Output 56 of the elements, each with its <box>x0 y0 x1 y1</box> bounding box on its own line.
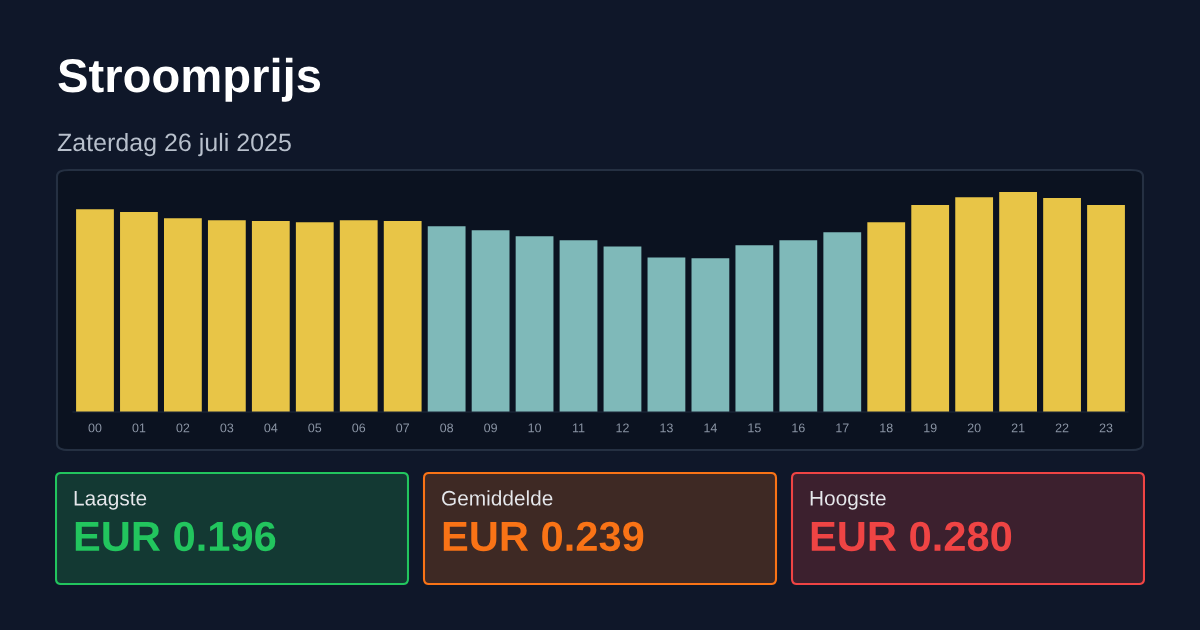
text: EUR 0.196 <box>75 521 276 552</box>
bar <box>76 209 114 412</box>
x-tick-label: 03 <box>220 423 234 433</box>
bar <box>120 212 158 412</box>
text: Laagste <box>74 491 147 510</box>
x-tick-label: 21 <box>1011 423 1025 433</box>
bar <box>515 236 554 412</box>
x-tick-label: 01 <box>132 423 146 433</box>
bar <box>823 232 862 412</box>
x-tick-label: 15 <box>748 423 761 433</box>
x-tick-label: 22 <box>1055 423 1069 433</box>
x-tick-label: 11 <box>572 423 585 433</box>
bar <box>1043 198 1081 412</box>
x-tick-label: 20 <box>967 423 981 433</box>
x-tick-label: 18 <box>880 423 893 433</box>
x-tick-label: 23 <box>1099 423 1113 433</box>
bar <box>163 218 202 412</box>
bar <box>427 226 466 412</box>
x-tick-label: 02 <box>176 423 190 433</box>
bar <box>735 245 774 412</box>
bar <box>339 220 378 412</box>
x-tick-label: 14 <box>704 423 717 433</box>
x-tick-label: 10 <box>528 423 542 433</box>
chart-subtitle: Zaterdag 26 juli 2025 <box>57 132 291 157</box>
x-tick-label: 17 <box>836 423 849 433</box>
bar <box>955 197 994 412</box>
bar <box>691 258 730 412</box>
x-tick-label: 06 <box>352 423 366 433</box>
bar <box>207 220 246 412</box>
x-tick-label: 09 <box>484 423 497 433</box>
x-tick-label: 00 <box>88 423 102 433</box>
bar <box>383 221 422 412</box>
bar <box>779 240 818 412</box>
bar <box>647 257 686 412</box>
text: Gemiddelde <box>442 490 553 506</box>
text: Hoogste <box>810 491 886 510</box>
bar <box>999 192 1038 412</box>
bar <box>251 221 290 412</box>
bar <box>603 246 642 412</box>
text: EUR 0.239 <box>443 521 644 552</box>
bar <box>559 240 598 412</box>
x-tick-label: 08 <box>440 423 454 433</box>
bar <box>1087 205 1125 412</box>
bar <box>471 230 510 412</box>
bar <box>295 222 334 412</box>
x-tick-label: 16 <box>792 423 805 433</box>
bar <box>911 205 950 412</box>
x-tick-label: 13 <box>660 423 673 433</box>
x-tick-label: 04 <box>264 423 278 433</box>
x-tick-label: 07 <box>396 423 410 433</box>
x-tick-label: 05 <box>308 423 322 433</box>
chart-title: Stroomprijs <box>58 57 321 102</box>
x-tick-label: 12 <box>616 423 629 433</box>
bar <box>867 222 906 412</box>
text: EUR 0.280 <box>811 521 1012 552</box>
x-tick-label: 19 <box>924 423 937 433</box>
